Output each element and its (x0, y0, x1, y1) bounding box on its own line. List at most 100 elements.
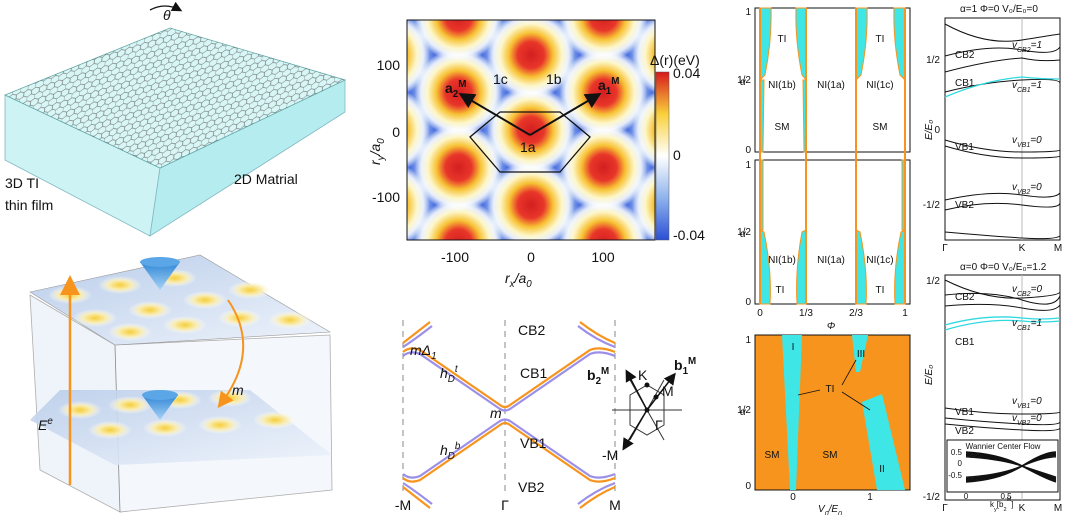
mass-label: m (232, 382, 244, 398)
shape-path (402, 351, 616, 412)
peak (559, 123, 648, 212)
band-label: CB2 (518, 322, 545, 338)
surface-bump (183, 291, 227, 309)
vector-label-part: 1 (606, 86, 612, 97)
inset-tick: 0.5 (951, 448, 963, 457)
vector-label: a1M (598, 76, 619, 97)
shape-path (402, 347, 616, 409)
x-axis-label-part: 0 (526, 279, 532, 290)
shape-circle (644, 382, 650, 388)
shape-path (944, 192, 1061, 201)
band-label: VB1 (955, 407, 974, 418)
x-tick-label: K (1019, 503, 1026, 514)
group (270, 0, 1016, 344)
x-axis-label-part: /E (828, 504, 839, 515)
hole (626, 292, 678, 344)
region-label: TI (826, 384, 835, 395)
hole (457, 0, 509, 6)
colorbar-title: Δ(r)(eV) (650, 52, 700, 68)
crossing-label: m (490, 405, 502, 421)
shape-ellipse (142, 390, 178, 400)
surface-bump (218, 309, 262, 327)
shape-path (944, 279, 1061, 299)
hole (674, 0, 726, 43)
shape-circle (653, 394, 659, 400)
surface-bump (268, 311, 312, 329)
shape-rect (754, 7, 911, 153)
shape-rect (754, 159, 911, 305)
hole (698, 254, 750, 306)
y-axis-label-part: /a (367, 144, 383, 157)
y-tick-label: 0 (745, 145, 751, 156)
shape-line (625, 369, 648, 411)
shape-path (217, 299, 245, 409)
y-axis-label: E/E₀ (924, 365, 935, 385)
shape-path (855, 7, 868, 82)
peak (559, 198, 648, 240)
bz-point-label: -M (602, 447, 618, 463)
inset-label-part: [b (997, 500, 1004, 509)
x-tick-label: 1/3 (799, 308, 813, 319)
surface-bump (143, 419, 187, 437)
vector-label-part: M (458, 79, 466, 90)
y-tick-label: 100 (377, 57, 401, 73)
band-label: VB2 (955, 426, 974, 437)
shape-path (893, 7, 906, 82)
peak (270, 199, 358, 287)
region-label: TI (876, 285, 885, 296)
substrate-label: thin film (5, 197, 53, 213)
velocity-label: vCB2=0 (1012, 284, 1042, 298)
shape-circle (644, 407, 650, 413)
gap-label: mΔ1 (410, 342, 437, 362)
shape-path (402, 325, 616, 349)
surface-bump (163, 316, 207, 334)
y-tick-label: 1 (745, 7, 751, 18)
hole (964, 66, 1016, 118)
velocity-label-part: =1 (1031, 80, 1042, 91)
x-tick-label: 0 (790, 492, 796, 503)
velocity-label-part: VB1 (1017, 403, 1030, 410)
inset-label-part: M (1007, 497, 1012, 503)
shape-polygon (140, 262, 180, 290)
shape-line (797, 389, 821, 396)
peak (559, 20, 648, 62)
vector-label-part: b (587, 367, 596, 383)
region-label: TI (776, 285, 785, 296)
material-label: 2D Matrial (234, 171, 298, 187)
gap-label-part: m (410, 342, 422, 358)
velocity-label-part: v (1012, 284, 1018, 295)
region-label: NI(1b) (768, 255, 796, 266)
velocity-label: vVB1=0 (1012, 396, 1042, 410)
hole (602, 0, 654, 6)
velocity-label-part: VB2 (1017, 420, 1030, 427)
velocity-label-part: =0 (1030, 396, 1042, 407)
twist-angle: θ (163, 7, 171, 23)
shape-polygon (782, 335, 802, 490)
x-tick-label: K (1019, 243, 1026, 254)
surface-bump (198, 416, 242, 434)
group (402, 320, 616, 495)
bottom-surface-label-part: b (455, 441, 461, 452)
region-label: TI (778, 34, 787, 45)
x-tick-label: -M (395, 497, 411, 513)
surface-bump (88, 421, 132, 439)
x-tick-label: -100 (441, 249, 469, 265)
velocity-label-part: =0 (1030, 413, 1042, 424)
shape-polygon (469, 111, 591, 173)
y-axis-label-part: y (376, 154, 387, 161)
y-axis-label: α (740, 229, 746, 240)
inset-label: ky[b2M] (990, 497, 1014, 513)
y-axis-label: E/E₀ (924, 120, 935, 140)
bulk-illustration (29, 254, 333, 513)
shape-path (944, 57, 1061, 73)
film-illustration (4, 1, 347, 237)
shape-line (646, 372, 676, 411)
hole (336, 0, 388, 43)
site-label: 1b (546, 71, 562, 87)
velocity-label-part: VB2 (1017, 189, 1030, 196)
x-axis-label-part: /a (514, 270, 527, 286)
vector-label: b1M (674, 356, 696, 377)
gap-label-part: Δ (421, 342, 431, 358)
surface-bump (108, 323, 152, 341)
